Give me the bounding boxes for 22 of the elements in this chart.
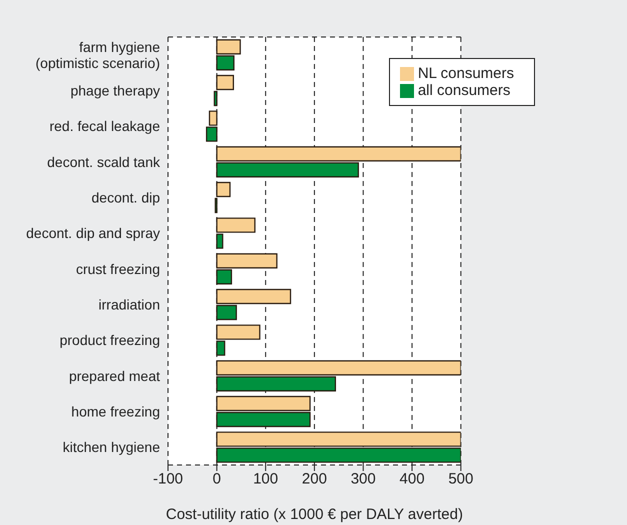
y-tick-label: farm hygiene (optimistic scenario) [36,38,160,71]
y-tick-label: red. fecal leakage [49,118,160,134]
y-tick-label: prepared meat [68,368,160,384]
y-tick-label: product freezing [60,332,160,348]
y-tick-label: home freezing [71,404,160,420]
y-tick-label: decont. dip [92,190,160,206]
legend-label: NL consumers [418,65,514,82]
x-tick-label: 300 [350,470,376,488]
y-tick-label: kitchen hygiene [62,439,160,456]
x-tick-label: 500 [448,470,474,488]
legend-label: all consumers [418,82,510,99]
y-tick-label: irradiation [98,296,160,312]
y-tick-label: decont. dip and spray [26,225,160,242]
y-tick-label: crust freezing [76,260,160,277]
y-tick-label: decont. scald tank [47,154,161,170]
x-tick-label: 200 [302,470,327,488]
x-tick-label: 400 [400,470,425,488]
x-axis-title: Cost-utility ratio (x 1000 € per DALY averted) [166,506,463,523]
x-tick-label: 0 [212,470,221,488]
y-tick-label: phage therapy [70,82,160,98]
x-tick-label: 100 [253,470,278,488]
x-tick-label: -100 [152,470,184,488]
